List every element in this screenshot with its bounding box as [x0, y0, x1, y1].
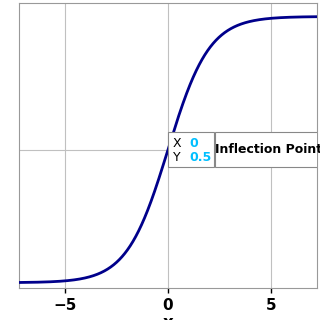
Text: Inflection Point: Inflection Point	[215, 143, 320, 156]
Text: 0.5: 0.5	[190, 151, 212, 164]
Text: X: X	[172, 137, 181, 150]
FancyBboxPatch shape	[215, 132, 320, 167]
X-axis label: x: x	[163, 314, 173, 320]
Text: Y: Y	[172, 151, 180, 164]
FancyBboxPatch shape	[168, 132, 214, 167]
Text: 0: 0	[190, 137, 199, 150]
